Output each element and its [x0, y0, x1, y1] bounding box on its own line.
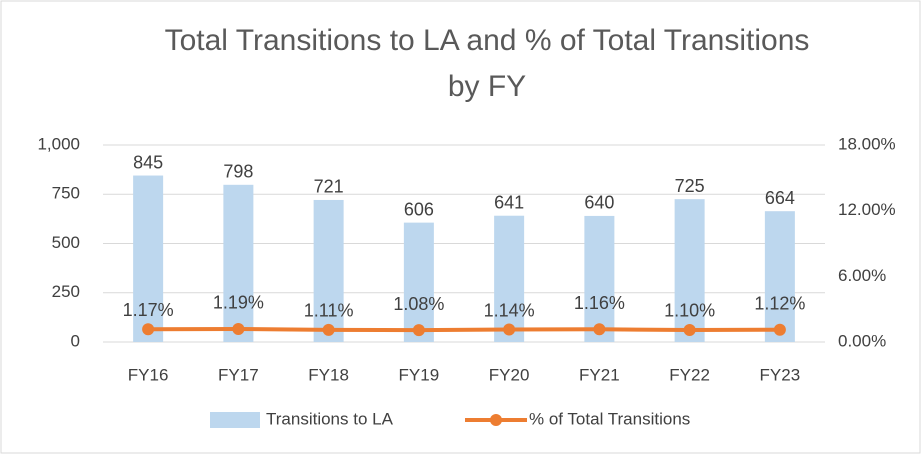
- data-label: 640: [584, 193, 614, 213]
- x-tick-label: FY21: [579, 365, 620, 384]
- x-tick-label: FY20: [489, 365, 530, 384]
- bar: [584, 215, 615, 342]
- line-point: [322, 323, 335, 336]
- chart-title: Total Transitions to LA and % of Total T…: [165, 24, 810, 57]
- data-label: 1.08%: [393, 294, 444, 314]
- y-tick-label: 250: [52, 282, 80, 301]
- x-tick-label: FY16: [128, 365, 169, 384]
- data-label: 845: [133, 152, 163, 172]
- y-tick-label: 750: [52, 184, 80, 203]
- x-tick-label: FY19: [399, 365, 440, 384]
- data-label: 1.16%: [574, 293, 625, 313]
- data-label: 1.11%: [304, 301, 354, 321]
- data-label: 725: [675, 176, 705, 196]
- legend-label: Transitions to LA: [266, 409, 394, 428]
- chart-title: by FY: [448, 70, 526, 103]
- x-tick-label: FY22: [669, 365, 710, 384]
- y-tick-label: 500: [52, 233, 80, 252]
- data-label: 1.14%: [484, 300, 535, 320]
- line: [148, 326, 780, 333]
- data-label: 641: [494, 192, 524, 212]
- line-point: [503, 323, 516, 336]
- data-label: 1.17%: [123, 300, 174, 320]
- bar: [764, 211, 795, 342]
- line-point: [593, 323, 606, 336]
- y-tick-label: 1,000: [37, 134, 80, 153]
- line-point: [683, 323, 696, 336]
- legend-swatch: [490, 414, 502, 426]
- data-label: 721: [314, 177, 344, 197]
- bar: [403, 222, 434, 342]
- data-label: 664: [765, 188, 795, 208]
- line-point: [232, 322, 245, 335]
- bar: [674, 199, 705, 342]
- data-label: 606: [404, 199, 434, 219]
- legend-swatch: [210, 412, 260, 428]
- data-label: 1.10%: [664, 301, 715, 321]
- data-label: 1.12%: [754, 293, 805, 313]
- data-label: 798: [223, 162, 253, 182]
- bar: [223, 184, 254, 342]
- x-tick-label: FY23: [760, 365, 801, 384]
- bar: [313, 199, 344, 342]
- x-tick-label: FY17: [218, 365, 259, 384]
- line-point: [142, 323, 155, 336]
- y2-tick-label: 6.00%: [838, 266, 886, 285]
- legend-label: % of Total Transitions: [529, 409, 690, 428]
- line-point: [412, 324, 425, 337]
- bar: [133, 175, 164, 342]
- y2-tick-label: 12.00%: [838, 200, 896, 219]
- y2-tick-label: 0.00%: [838, 331, 886, 350]
- line-point: [773, 323, 786, 336]
- y-tick-label: 0: [71, 331, 80, 350]
- data-label: 1.19%: [213, 293, 264, 313]
- x-tick-label: FY18: [308, 365, 349, 384]
- bar: [494, 215, 525, 342]
- y2-tick-label: 18.00%: [838, 134, 896, 153]
